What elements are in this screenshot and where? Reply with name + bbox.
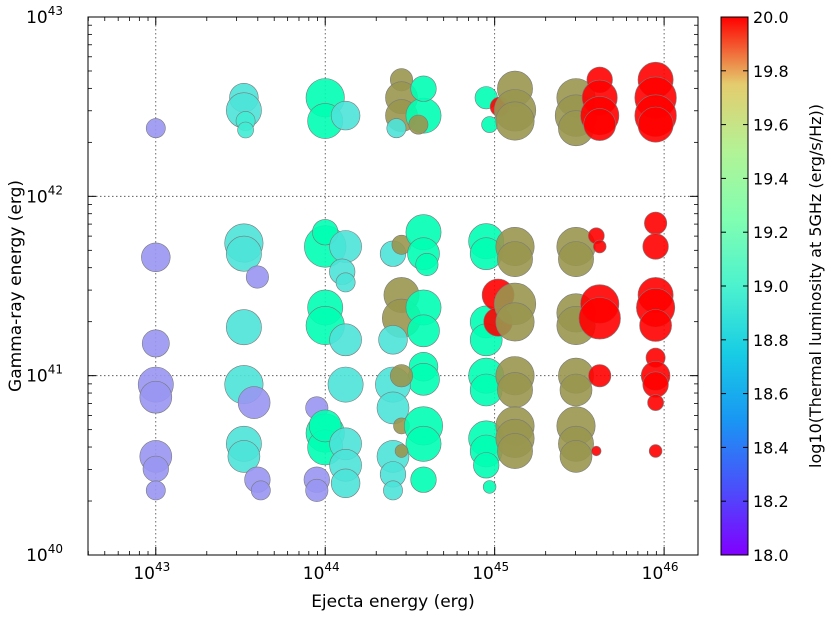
data-bubble: [495, 302, 535, 342]
colorbar-tick-label: 18.2: [753, 492, 789, 511]
data-bubble: [245, 265, 269, 289]
data-bubble: [394, 444, 409, 458]
data-bubble: [237, 386, 271, 419]
axis-ticks: 1043 1044 1045 1046 1040 1041 1042 1043: [26, 4, 698, 584]
data-bubble: [250, 480, 271, 501]
x-tick-exponent: 44: [324, 560, 339, 574]
data-bubble: [497, 433, 533, 469]
data-bubble: [410, 466, 437, 493]
data-bubble: [588, 364, 612, 388]
data-bubble: [482, 480, 497, 494]
data-bubble: [578, 297, 621, 340]
data-bubble: [408, 114, 429, 135]
data-bubble: [583, 108, 617, 141]
plot-frame: [87, 16, 699, 556]
data-bubble: [648, 444, 663, 458]
y-tick-exponent: 43: [48, 4, 63, 18]
data-bubble: [481, 116, 498, 133]
data-bubble: [335, 272, 356, 293]
data-bubble: [642, 371, 669, 398]
data-bubble: [225, 235, 262, 272]
x-tick-exponent: 43: [155, 560, 170, 574]
data-bubble: [141, 242, 171, 272]
colorbar-tick-label: 20.0: [753, 8, 789, 27]
data-bubble: [227, 440, 261, 473]
data-bubble: [642, 233, 669, 260]
data-bubble: [145, 118, 166, 139]
data-bubble: [376, 391, 410, 425]
bubble-series: [137, 61, 677, 502]
data-bubble: [558, 241, 594, 278]
x-tick-exponent: 46: [663, 560, 678, 574]
y-axis-title: Gamma-ray energy (erg): [6, 180, 26, 392]
data-bubble: [591, 445, 602, 457]
data-bubble: [410, 75, 437, 102]
data-bubble: [415, 253, 439, 277]
colorbar-tick-label: 18.8: [753, 331, 789, 350]
data-bubble: [644, 211, 668, 235]
data-bubble: [497, 241, 533, 278]
data-bubble: [559, 373, 593, 407]
data-bubble: [407, 314, 440, 348]
data-bubble: [497, 372, 533, 408]
data-bubble: [405, 425, 442, 462]
x-axis-title: Ejecta energy (erg): [311, 592, 475, 612]
colorbar-tick-label: 18.0: [753, 546, 789, 565]
y-tick-label: 1040: [26, 542, 63, 566]
data-bubble: [495, 101, 535, 141]
y-tick-label: 1042: [26, 183, 63, 207]
data-bubble: [383, 480, 403, 501]
data-bubble: [647, 394, 664, 411]
x-tick-label: 1043: [133, 560, 170, 584]
data-bubble: [305, 478, 329, 502]
data-bubble: [225, 309, 262, 346]
x-tick-label: 1046: [642, 560, 679, 584]
y-tick-label: 1043: [26, 4, 63, 28]
colorbar-tick-label: 19.2: [753, 223, 789, 242]
x-tick-label: 1044: [303, 560, 340, 584]
colorbar-tick-label: 18.4: [753, 438, 789, 457]
data-bubble: [330, 468, 361, 498]
data-bubble: [142, 455, 169, 483]
colorbar-tick-label: 18.6: [753, 385, 789, 404]
data-bubble: [386, 118, 407, 139]
y-tick-exponent: 42: [48, 183, 63, 197]
y-tick-exponent: 40: [48, 542, 63, 556]
x-tick-label: 1045: [472, 560, 509, 584]
data-bubble: [139, 380, 173, 414]
data-bubble: [592, 239, 607, 254]
data-bubble: [237, 121, 254, 139]
data-bubble: [329, 230, 362, 263]
data-bubble: [639, 309, 672, 342]
data-bubble: [637, 106, 674, 143]
y-tick-exponent: 41: [48, 363, 63, 377]
data-bubble: [378, 325, 408, 355]
data-bubble: [389, 364, 413, 388]
y-tick-label: 1041: [26, 363, 63, 387]
data-bubble: [329, 323, 362, 357]
data-bubble: [559, 440, 593, 473]
colorbar-ticks: 18.0 18.2 18.4 18.6 18.8 19.0 19.2 19.4 19.6 19.8…: [721, 8, 789, 565]
data-bubble: [145, 480, 166, 501]
colorbar-tick-label: 19.4: [753, 169, 789, 188]
x-tick-exponent: 45: [494, 560, 509, 574]
data-bubble: [327, 366, 364, 403]
colorbar-tick-label: 19.6: [753, 116, 789, 135]
colorbar-tick-label: 19.8: [753, 62, 789, 81]
data-bubble: [330, 100, 361, 131]
data-bubble: [473, 452, 500, 479]
colorbar-title: log10(Thermal luminosity at 5GHz (erg/s/…: [806, 104, 825, 468]
colorbar-tick-label: 19.0: [753, 277, 789, 296]
data-bubble: [141, 329, 170, 358]
